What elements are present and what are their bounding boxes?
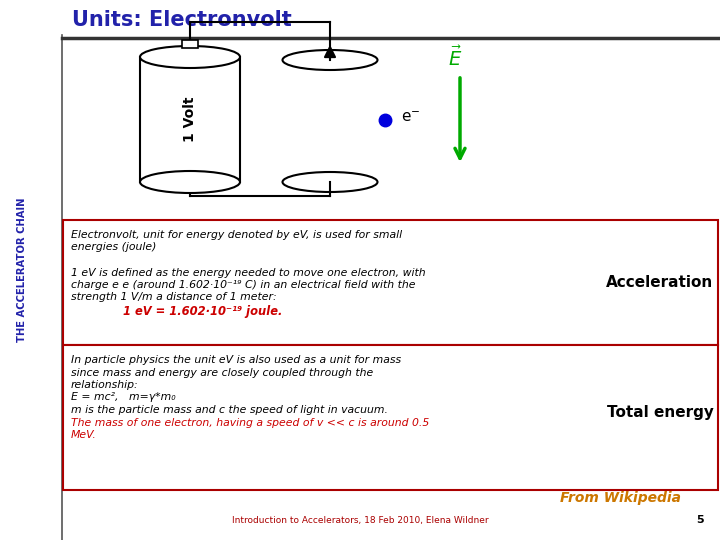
Text: charge e e (around 1.602·10⁻¹⁹ C) in an electrical field with the: charge e e (around 1.602·10⁻¹⁹ C) in an … — [71, 280, 415, 290]
Text: Introduction to Accelerators, 18 Feb 2010, Elena Wildner: Introduction to Accelerators, 18 Feb 201… — [232, 516, 488, 524]
Text: m is the particle mass and c the speed of light in vacuum.: m is the particle mass and c the speed o… — [71, 405, 388, 415]
Ellipse shape — [282, 172, 377, 192]
Text: Acceleration: Acceleration — [606, 275, 714, 290]
Text: In particle physics the unit eV is also used as a unit for mass: In particle physics the unit eV is also … — [71, 355, 401, 365]
Bar — [63, 345, 718, 490]
Text: MeV.: MeV. — [71, 430, 97, 440]
Text: The mass of one electron, having a speed of v << c is around 0.5: The mass of one electron, having a speed… — [71, 417, 429, 428]
Text: strength 1 V/m a distance of 1 meter:: strength 1 V/m a distance of 1 meter: — [71, 293, 276, 302]
Text: 1 Volt: 1 Volt — [183, 97, 197, 142]
Text: Electronvolt, unit for energy denoted by eV, is used for small: Electronvolt, unit for energy denoted by… — [71, 230, 402, 240]
Text: From Wikipedia: From Wikipedia — [559, 491, 680, 505]
Text: $\vec{E}$: $\vec{E}$ — [448, 46, 462, 70]
Text: 5: 5 — [696, 515, 704, 525]
Text: 1 eV = 1.602·10⁻¹⁹ joule.: 1 eV = 1.602·10⁻¹⁹ joule. — [91, 305, 282, 318]
Bar — [140, 57, 240, 182]
Bar — [182, 40, 198, 48]
Text: E = mc²,   m=γ*m₀: E = mc², m=γ*m₀ — [71, 393, 176, 402]
Text: relationship:: relationship: — [71, 380, 139, 390]
Ellipse shape — [140, 171, 240, 193]
Ellipse shape — [140, 46, 240, 68]
Ellipse shape — [282, 50, 377, 70]
Bar — [63, 220, 718, 345]
Text: THE ACCELERATOR CHAIN: THE ACCELERATOR CHAIN — [17, 198, 27, 342]
Text: energies (joule): energies (joule) — [71, 242, 156, 253]
Text: 1 eV is defined as the energy needed to move one electron, with: 1 eV is defined as the energy needed to … — [71, 267, 426, 278]
Text: Units: Electronvolt: Units: Electronvolt — [72, 10, 292, 30]
Text: since mass and energy are closely coupled through the: since mass and energy are closely couple… — [71, 368, 373, 377]
Text: e$^{-}$: e$^{-}$ — [401, 110, 420, 125]
Text: Total energy: Total energy — [606, 405, 714, 420]
